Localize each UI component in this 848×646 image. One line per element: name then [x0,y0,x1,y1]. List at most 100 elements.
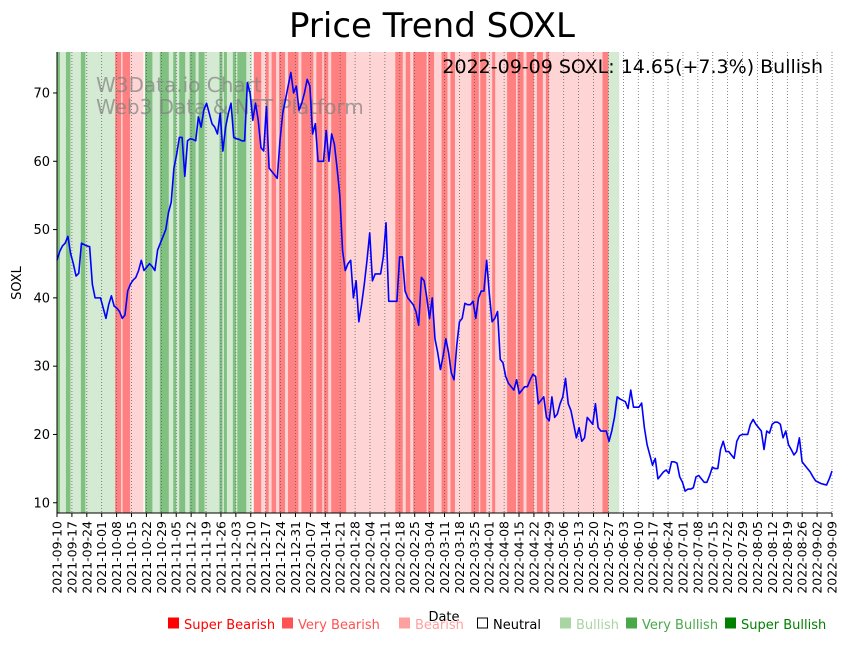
sentiment-band [450,52,456,513]
legend-label: Bullish [576,618,619,633]
sentiment-band [523,52,527,513]
x-tick-label: 2021-12-31 [288,521,303,594]
sentiment-band [204,52,220,513]
x-tick-label: 2022-06-24 [661,521,676,594]
sentiment-band [526,52,535,513]
sentiment-band [85,52,116,513]
x-tick-label: 2022-01-21 [333,521,348,594]
sentiment-band [426,52,429,513]
sentiment-band [480,52,487,513]
x-tick-label: 2022-07-22 [720,521,735,594]
sentiment-band [507,52,517,513]
sentiment-band [80,52,86,513]
price-line [56,71,833,492]
x-tick-label: 2022-09-09 [825,521,840,594]
x-tick-label: 2022-03-04 [422,521,437,594]
sentiment-band [252,52,255,513]
x-tick-label: 2021-12-10 [243,521,258,594]
legend-label: Very Bullish [642,618,718,633]
x-tick-label: 2022-08-05 [750,521,765,594]
x-axis-label: Date [428,610,459,625]
x-tick-label: 2021-10-29 [154,521,169,594]
x-tick-label: 2021-11-19 [199,521,214,594]
sentiment-band [143,52,146,513]
y-axis-label: SOXL [10,265,25,300]
sentiment-band [279,52,286,513]
legend-label: Bearish [415,618,464,633]
sentiment-band [413,52,428,513]
legend-label: Super Bearish [184,618,275,633]
x-tick-label: 2022-02-18 [392,521,407,594]
sentiment-band [608,52,620,513]
sentiment-band [198,52,205,513]
sentiment-band [428,52,435,513]
x-tick-label: 2022-04-01 [482,521,497,594]
sentiment-band [405,52,411,513]
x-tick-label: 2021-10-22 [139,521,154,594]
sentiment-band [265,52,270,513]
sentiment-band [122,52,131,513]
sentiment-band [454,52,472,513]
sentiment-band [517,52,524,513]
sentiment-band [185,52,191,513]
legend-swatch [626,617,637,629]
sentiment-band [222,52,225,513]
x-tick-label: 2021-11-05 [169,521,184,594]
x-tick-label: 2022-03-11 [437,521,452,594]
x-tick-label: 2022-04-08 [497,521,512,594]
sentiment-band [115,52,122,513]
x-tick-label: 2021-09-24 [79,521,94,594]
sentiment-band [232,52,237,513]
sentiment-band [235,52,238,513]
x-tick-label: 2021-10-01 [94,521,109,594]
legend-swatch [168,617,179,629]
sentiment-band [545,52,550,513]
chart-title: Price Trend SOXL [289,6,575,46]
sentiment-band [495,52,508,513]
sentiment-band [516,52,518,513]
legend-swatch [725,617,736,629]
x-tick-label: 2022-02-04 [362,521,377,594]
sentiment-band [189,52,197,513]
x-tick-label: 2022-06-03 [616,521,631,594]
sentiment-band [285,52,289,513]
sentiment-band [121,52,123,513]
sentiment-band [70,52,82,513]
legend-swatch [560,617,571,629]
x-tick-label: 2021-10-15 [124,521,139,594]
sentiment-band [226,52,234,513]
x-tick-label: 2021-10-08 [109,521,124,594]
x-tick-label: 2022-04-22 [526,521,541,594]
sentiment-band [271,52,277,513]
legend-label: Neutral [493,618,541,633]
x-tick-label: 2022-04-15 [512,521,527,594]
sentiment-band [57,52,61,513]
sentiment-band [130,52,144,513]
x-tick-label: 2022-01-14 [318,521,333,594]
sentiment-band [602,52,609,513]
y-axis: 10 20 30 40 50 60 70 [33,86,57,511]
sentiment-band [253,52,262,513]
legend-item: Bullish [560,617,619,633]
x-tick-label: 2022-05-20 [586,521,601,594]
x-tick-label: 2022-03-18 [452,521,467,594]
x-tick-label: 2021-11-26 [213,521,228,594]
x-tick-label: 2022-02-11 [377,521,392,594]
watermark-line-1: W3Data.io Chart [96,73,262,97]
sentiment-band [447,52,451,513]
sentiment-band [533,52,538,513]
sentiment-band [179,52,186,513]
sentiment-band [195,52,199,513]
sentiment-band [322,52,325,513]
x-tick-label: 2021-09-17 [64,521,79,594]
sentiment-band [548,52,603,513]
legend-label: Very Bearish [298,618,380,633]
sentiment-band [59,52,67,513]
legend-swatch [282,617,293,629]
legend-item: Bearish [399,617,464,633]
x-tick-label: 2021-11-12 [184,521,199,594]
legend-item: Neutral [477,617,541,633]
sentiment-band [261,52,267,513]
x-tick-label: 2022-02-25 [407,521,422,594]
sentiment-band [152,52,161,513]
